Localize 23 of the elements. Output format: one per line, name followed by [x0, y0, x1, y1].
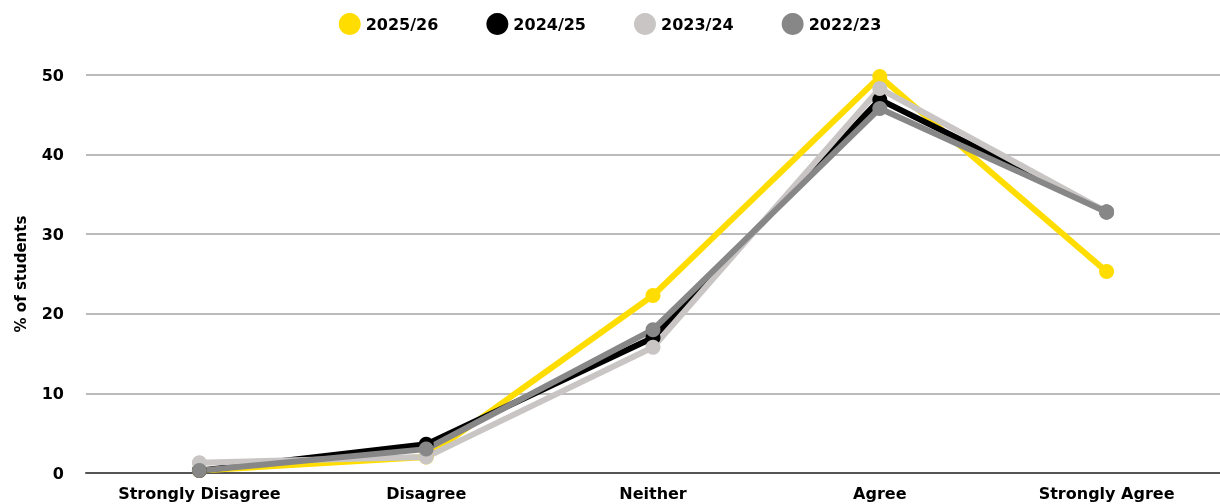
x-tick-label: Strongly Agree	[1038, 483, 1175, 503]
point	[645, 322, 661, 338]
y-tick-label: 50	[41, 65, 64, 85]
point	[645, 339, 661, 355]
x-tick-label: Disagree	[386, 483, 467, 503]
y-tick-label: 10	[41, 383, 64, 403]
y-tick-label: 0	[52, 463, 64, 483]
point	[645, 288, 661, 303]
x-tick-label: Strongly Disagree	[118, 483, 281, 503]
legend-label: 2024/25	[513, 14, 586, 34]
y-axis-title: % of students	[11, 215, 30, 333]
x-tick-label: Agree	[853, 483, 907, 503]
y-tick-label: 40	[41, 145, 64, 165]
legend-label: 2022/23	[808, 14, 882, 34]
legend-label: 2023/24	[661, 14, 734, 34]
legend-label: 2025/26	[365, 14, 439, 34]
point	[1099, 264, 1115, 280]
y-tick-label: 20	[41, 304, 64, 324]
y-tick-label: 30	[41, 224, 64, 244]
point	[418, 441, 434, 457]
x-tick-label: Neither	[619, 483, 687, 503]
point	[872, 81, 888, 97]
point	[872, 100, 888, 116]
